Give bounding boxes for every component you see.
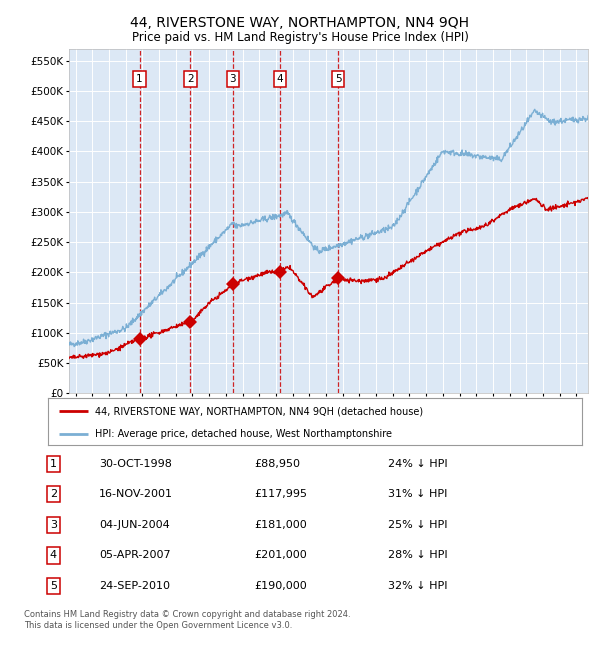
Text: 3: 3 <box>50 520 57 530</box>
Text: £181,000: £181,000 <box>254 520 307 530</box>
Text: 28% ↓ HPI: 28% ↓ HPI <box>388 551 448 560</box>
Text: 30-OCT-1998: 30-OCT-1998 <box>99 459 172 469</box>
Text: £117,995: £117,995 <box>254 489 307 499</box>
Text: 24% ↓ HPI: 24% ↓ HPI <box>388 459 448 469</box>
Text: 25% ↓ HPI: 25% ↓ HPI <box>388 520 448 530</box>
Text: 4: 4 <box>50 551 57 560</box>
Text: 31% ↓ HPI: 31% ↓ HPI <box>388 489 448 499</box>
Text: 44, RIVERSTONE WAY, NORTHAMPTON, NN4 9QH (detached house): 44, RIVERSTONE WAY, NORTHAMPTON, NN4 9QH… <box>95 406 423 416</box>
Text: 24-SEP-2010: 24-SEP-2010 <box>99 581 170 591</box>
Text: 44, RIVERSTONE WAY, NORTHAMPTON, NN4 9QH: 44, RIVERSTONE WAY, NORTHAMPTON, NN4 9QH <box>131 16 470 31</box>
Text: Contains HM Land Registry data © Crown copyright and database right 2024.: Contains HM Land Registry data © Crown c… <box>24 610 350 619</box>
Text: Price paid vs. HM Land Registry's House Price Index (HPI): Price paid vs. HM Land Registry's House … <box>131 31 469 44</box>
Text: This data is licensed under the Open Government Licence v3.0.: This data is licensed under the Open Gov… <box>24 621 292 630</box>
Text: 5: 5 <box>335 74 341 84</box>
Text: 4: 4 <box>277 74 283 84</box>
Text: 05-APR-2007: 05-APR-2007 <box>99 551 170 560</box>
Text: 2: 2 <box>187 74 194 84</box>
Text: 1: 1 <box>136 74 143 84</box>
Text: 32% ↓ HPI: 32% ↓ HPI <box>388 581 448 591</box>
Text: £190,000: £190,000 <box>254 581 307 591</box>
Text: 04-JUN-2004: 04-JUN-2004 <box>99 520 170 530</box>
Text: HPI: Average price, detached house, West Northamptonshire: HPI: Average price, detached house, West… <box>95 428 392 439</box>
Text: 16-NOV-2001: 16-NOV-2001 <box>99 489 173 499</box>
Text: £201,000: £201,000 <box>254 551 307 560</box>
Text: 3: 3 <box>230 74 236 84</box>
Text: £88,950: £88,950 <box>254 459 301 469</box>
Text: 1: 1 <box>50 459 57 469</box>
Text: 5: 5 <box>50 581 57 591</box>
Text: 2: 2 <box>50 489 57 499</box>
